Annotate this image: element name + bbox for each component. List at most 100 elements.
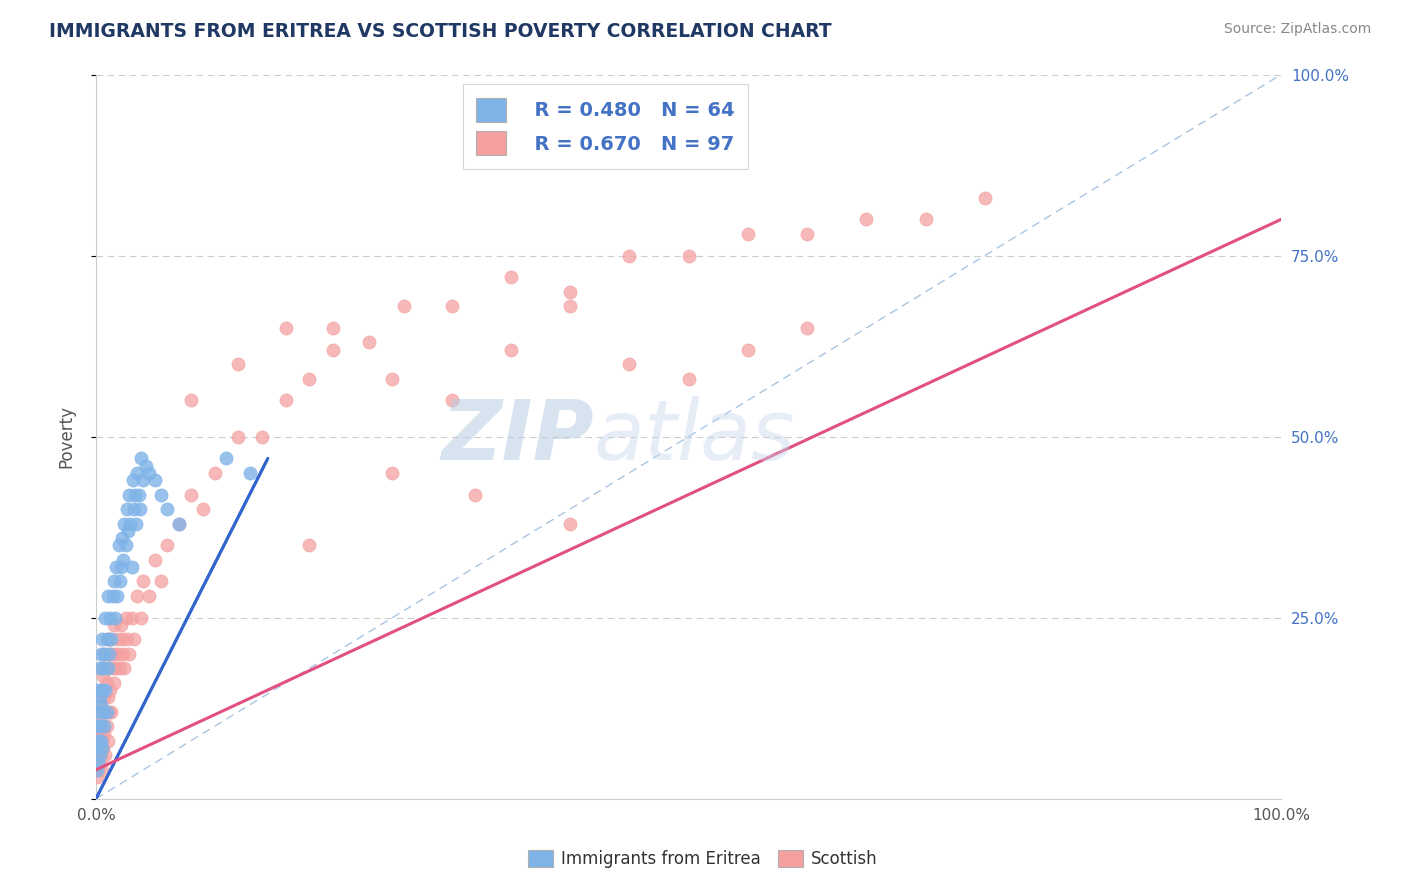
Point bbox=[90, 698, 112, 712]
Point bbox=[678, 249, 700, 263]
Point bbox=[796, 227, 818, 241]
Legend: Immigrants from Eritrea, Scottish: Immigrants from Eritrea, Scottish bbox=[522, 843, 884, 875]
Point bbox=[107, 538, 129, 552]
Point bbox=[87, 734, 110, 748]
Point bbox=[89, 748, 111, 763]
Text: ZIP: ZIP bbox=[441, 396, 593, 477]
Point bbox=[98, 705, 121, 719]
Point bbox=[128, 502, 150, 516]
Text: IMMIGRANTS FROM ERITREA VS SCOTTISH POVERTY CORRELATION CHART: IMMIGRANTS FROM ERITREA VS SCOTTISH POVE… bbox=[49, 22, 832, 41]
Point bbox=[91, 668, 114, 682]
Point bbox=[97, 734, 120, 748]
Point bbox=[118, 487, 141, 501]
Point bbox=[97, 690, 120, 705]
Point bbox=[124, 487, 146, 501]
Point bbox=[93, 647, 115, 661]
Point bbox=[112, 647, 135, 661]
Point bbox=[138, 589, 160, 603]
Point bbox=[122, 632, 145, 647]
Point bbox=[100, 647, 122, 661]
Point bbox=[97, 632, 120, 647]
Point bbox=[87, 712, 110, 726]
Point bbox=[87, 683, 110, 698]
Point bbox=[96, 676, 118, 690]
Point bbox=[167, 516, 190, 531]
Point bbox=[91, 661, 114, 675]
Point bbox=[86, 726, 108, 740]
Point bbox=[105, 589, 128, 603]
Point bbox=[89, 756, 111, 770]
Point bbox=[215, 451, 238, 466]
Point bbox=[129, 610, 152, 624]
Point bbox=[91, 741, 114, 756]
Point bbox=[558, 516, 581, 531]
Point bbox=[98, 610, 121, 624]
Point bbox=[392, 299, 415, 313]
Point bbox=[274, 321, 297, 335]
Point bbox=[132, 574, 155, 589]
Point bbox=[737, 227, 759, 241]
Point bbox=[103, 574, 125, 589]
Point bbox=[180, 487, 202, 501]
Point bbox=[91, 705, 114, 719]
Point bbox=[855, 212, 877, 227]
Point bbox=[96, 705, 118, 719]
Point bbox=[114, 610, 136, 624]
Point bbox=[94, 610, 117, 624]
Point bbox=[138, 466, 160, 480]
Point bbox=[101, 589, 124, 603]
Point bbox=[128, 487, 150, 501]
Point bbox=[156, 538, 179, 552]
Point bbox=[150, 574, 173, 589]
Point bbox=[90, 734, 112, 748]
Text: atlas: atlas bbox=[593, 396, 796, 477]
Point bbox=[381, 372, 404, 386]
Point bbox=[226, 357, 249, 371]
Point bbox=[180, 393, 202, 408]
Point bbox=[121, 473, 143, 487]
Point bbox=[118, 647, 141, 661]
Point bbox=[440, 299, 463, 313]
Point bbox=[322, 343, 344, 357]
Point bbox=[90, 719, 112, 733]
Point bbox=[558, 285, 581, 299]
Point bbox=[167, 516, 190, 531]
Point bbox=[86, 741, 108, 756]
Point bbox=[191, 502, 214, 516]
Point bbox=[499, 270, 522, 285]
Point bbox=[464, 487, 486, 501]
Point bbox=[112, 553, 135, 567]
Point bbox=[87, 763, 110, 777]
Point bbox=[322, 321, 344, 335]
Point bbox=[91, 705, 114, 719]
Point bbox=[121, 560, 143, 574]
Point bbox=[156, 502, 179, 516]
Point bbox=[226, 430, 249, 444]
Point bbox=[94, 683, 117, 698]
Point bbox=[97, 589, 120, 603]
Point bbox=[115, 502, 138, 516]
Point bbox=[678, 372, 700, 386]
Point bbox=[143, 473, 166, 487]
Point bbox=[104, 647, 127, 661]
Point bbox=[114, 516, 136, 531]
Point bbox=[107, 647, 129, 661]
Point bbox=[111, 531, 134, 545]
Point bbox=[129, 451, 152, 466]
Point bbox=[381, 466, 404, 480]
Point bbox=[108, 661, 131, 675]
Point bbox=[86, 763, 108, 777]
Point bbox=[96, 632, 118, 647]
Point bbox=[89, 726, 111, 740]
Point bbox=[91, 683, 114, 698]
Point bbox=[91, 763, 114, 777]
Point bbox=[89, 661, 111, 675]
Point bbox=[91, 661, 114, 675]
Point bbox=[239, 466, 262, 480]
Point bbox=[298, 372, 321, 386]
Point bbox=[274, 393, 297, 408]
Point bbox=[117, 524, 139, 538]
Point bbox=[499, 343, 522, 357]
Y-axis label: Poverty: Poverty bbox=[58, 405, 75, 468]
Point bbox=[104, 610, 127, 624]
